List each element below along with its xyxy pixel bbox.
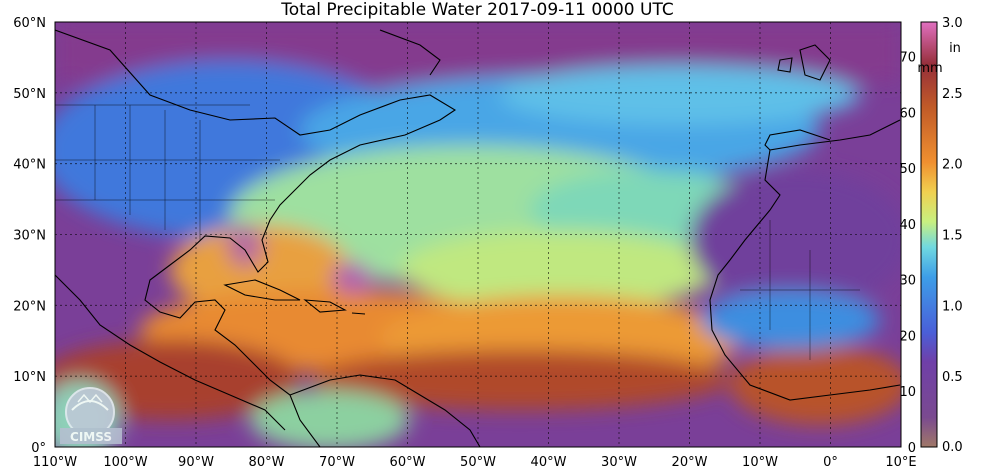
x-tick-label: 80°W (249, 455, 285, 470)
x-tick-label: 0° (823, 455, 838, 470)
x-tick-label: 30°W (601, 455, 637, 470)
colorbar-mm-ticks: 0 10 20 30 40 50 60 70 (899, 51, 916, 456)
colorbar-mm-tick: 30 (899, 274, 916, 289)
x-tick-label: 40°W (531, 455, 567, 470)
y-tick-labels: 0° 10°N 20°N 30°N 40°N 50°N 60°N (13, 16, 46, 456)
y-tick-label: 10°N (13, 370, 46, 385)
colorbar-inch-tick: 2.5 (942, 87, 963, 102)
colorbar-inch-tick: 3.0 (942, 16, 963, 31)
y-tick-label: 50°N (13, 87, 46, 102)
cimss-logo: CIMSS (60, 387, 122, 444)
map-frame (54, 21, 902, 448)
colorbar-inch-ticks: 0.0 0.5 1.0 1.5 2.0 2.5 3.0 (942, 16, 963, 455)
y-tick-label: 60°N (13, 16, 46, 31)
colorbar-mm-tick: 40 (899, 218, 916, 233)
x-tick-label: 90°W (178, 455, 214, 470)
x-tick-label: 100°W (103, 455, 147, 470)
colorbar-inch-tick: 1.5 (942, 229, 963, 244)
cimss-logo-text: CIMSS (70, 430, 112, 444)
x-tick-label: 10°W (742, 455, 778, 470)
x-tick-label: 60°W (390, 455, 426, 470)
colorbar-mm-unit: mm (917, 61, 942, 76)
y-tick-label: 30°N (13, 229, 46, 244)
graticule (55, 22, 901, 447)
x-tick-labels: 110°W 100°W 90°W 80°W 70°W 60°W 50°W 40°W 30°W 20… (33, 455, 917, 470)
x-tick-label: 10°E (885, 455, 916, 470)
colorbar-inch-tick: 2.0 (942, 158, 963, 173)
colorbar-mm-tick: 20 (899, 329, 916, 344)
colorbar-inch-tick: 0.5 (942, 370, 963, 385)
colorbar-inch-tick: 0.0 (942, 440, 963, 455)
map-title: Total Precipitable Water 2017-09-11 0000… (281, 0, 674, 20)
colorbar-mm-tick: 60 (899, 106, 916, 121)
x-tick-label: 110°W (33, 455, 77, 470)
tpw-field (55, 22, 901, 447)
colorbar (920, 21, 938, 448)
y-tick-label: 40°N (13, 158, 46, 173)
x-tick-label: 70°W (319, 455, 355, 470)
colorbar-inch-unit: in (949, 41, 961, 56)
colorbar-inch-tick: 1.0 (942, 299, 963, 314)
x-tick-label: 50°W (460, 455, 496, 470)
y-tick-label: 0° (31, 441, 46, 456)
coastlines (55, 29, 901, 447)
colorbar-mm-tick: 70 (899, 51, 916, 66)
colorbar-mm-tick: 50 (899, 162, 916, 177)
political-borders (55, 104, 860, 360)
colorbar-mm-tick: 10 (899, 385, 916, 400)
colorbar-mm-tick: 0 (908, 441, 916, 456)
y-tick-label: 20°N (13, 299, 46, 314)
x-tick-label: 20°W (672, 455, 708, 470)
